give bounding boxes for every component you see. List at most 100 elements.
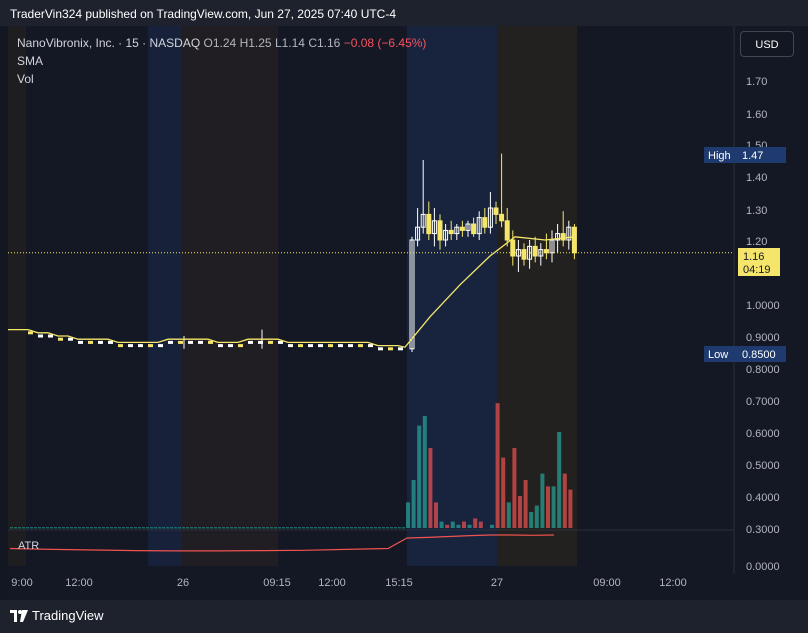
candle-body (471, 223, 477, 235)
flat-candle (78, 340, 83, 344)
last-price-value: 1.16 (743, 251, 764, 263)
volume-bar-small (186, 527, 189, 529)
price-tick-label: 1.40 (746, 172, 767, 184)
candle-body (409, 239, 415, 350)
candle-body (415, 226, 421, 241)
flat-candle (178, 340, 183, 344)
volume-bar-small (234, 527, 237, 529)
volume-bar (462, 521, 466, 528)
volume-bar-small (110, 527, 113, 529)
volume-bar-small (266, 527, 269, 529)
volume-bar (557, 432, 562, 528)
volume-bar-small (78, 527, 81, 529)
flat-candle (218, 344, 223, 348)
flat-candle (98, 340, 103, 344)
chart-frame (8, 26, 800, 600)
volume-bar (434, 502, 438, 528)
flat-candle (328, 344, 333, 348)
flat-candle (168, 340, 173, 344)
volume-bar-small (258, 527, 261, 529)
flat-candle (268, 340, 273, 344)
volume-bar-small (398, 527, 401, 529)
volume-bar-small (70, 527, 73, 529)
flat-candle (318, 344, 323, 348)
legend-vol[interactable]: Vol (17, 72, 34, 86)
volume-bar-small (26, 527, 29, 529)
volume-bar-small (114, 527, 117, 529)
volume-bar (445, 524, 450, 528)
price-tick-label: 1.20 (746, 236, 767, 248)
volume-bar-small (242, 527, 245, 529)
volume-bar-small (150, 527, 153, 529)
legend-symbol[interactable]: NanoVibronix, Inc. · 15 · NASDAQ (17, 36, 201, 50)
volume-bar-small (290, 527, 293, 529)
candle-body (482, 217, 488, 228)
high-tag-value-bg (738, 147, 786, 163)
legend-low: L1.14 (274, 36, 305, 50)
price-tick-label: 0.6000 (746, 428, 780, 440)
flat-candle (148, 344, 153, 348)
volume-bar-small (294, 527, 297, 529)
candle-body (510, 239, 516, 257)
volume-bar (512, 448, 517, 528)
price-tick-label: 1.30 (746, 205, 767, 217)
volume-bar (523, 480, 528, 528)
volume-bar-small (306, 527, 309, 529)
volume-bar-small (198, 527, 201, 529)
volume-bar-small (214, 527, 217, 529)
volume-bar-small (366, 527, 369, 529)
volume-bar-small (66, 527, 69, 529)
volume-bar-small (314, 527, 317, 529)
currency-button[interactable]: USD (740, 31, 794, 57)
volume-bar (406, 502, 410, 528)
publish-info: TraderVin324 published on TradingView.co… (10, 7, 397, 21)
atr-indicator-label[interactable]: ATR (18, 540, 40, 552)
flat-candle (248, 340, 253, 344)
volume-bar-small (54, 527, 57, 529)
price-tick-label: 0.5000 (746, 460, 780, 472)
volume-bar-small (178, 527, 181, 529)
flat-candle (88, 340, 93, 344)
time-tick-label: 12:00 (659, 577, 687, 589)
price-tick-label: 1.70 (746, 76, 767, 88)
legend-sma[interactable]: SMA (17, 54, 44, 68)
volume-bar-small (14, 527, 17, 529)
price-tick-label: 0.9000 (746, 332, 780, 344)
flat-candle (288, 344, 293, 348)
candle-body (431, 220, 437, 235)
session-band-premarket-2 (407, 26, 497, 566)
flat-candle (188, 340, 193, 344)
volume-bar-small (38, 527, 41, 529)
candle-body (465, 223, 471, 231)
price-tick-label: 1.0000 (746, 300, 780, 312)
low-tag: Low 0.8500 (704, 346, 786, 362)
volume-bar-small (274, 527, 277, 529)
volume-bar-small (154, 527, 157, 529)
volume-bar (456, 524, 461, 528)
volume-bar-small (18, 527, 21, 529)
volume-bar-small (310, 527, 313, 529)
volume-bar (568, 489, 573, 528)
volume-bar-small (282, 527, 285, 529)
volume-bar (417, 425, 422, 528)
flat-candle (298, 344, 303, 348)
tradingview-brand[interactable]: TradingView (32, 608, 104, 623)
flat-candle (258, 340, 263, 344)
volume-bar-small (286, 527, 289, 529)
high-tag-label-bg (704, 147, 738, 163)
volume-bar-small (10, 527, 13, 529)
flat-candle (358, 344, 363, 348)
volume-bar-small (210, 527, 213, 529)
flat-candle (228, 344, 233, 348)
legend-high: H1.25 (239, 36, 272, 50)
volume-bar (540, 473, 545, 528)
tradingview-logo-icon[interactable] (10, 610, 28, 622)
volume-bar (478, 521, 483, 528)
session-band-regular (182, 26, 278, 566)
volume-bar (501, 457, 506, 528)
volume-bar (495, 403, 500, 528)
volume-bar-small (206, 527, 209, 529)
volume-bar-small (334, 527, 337, 529)
volume-bar-small (390, 527, 393, 529)
